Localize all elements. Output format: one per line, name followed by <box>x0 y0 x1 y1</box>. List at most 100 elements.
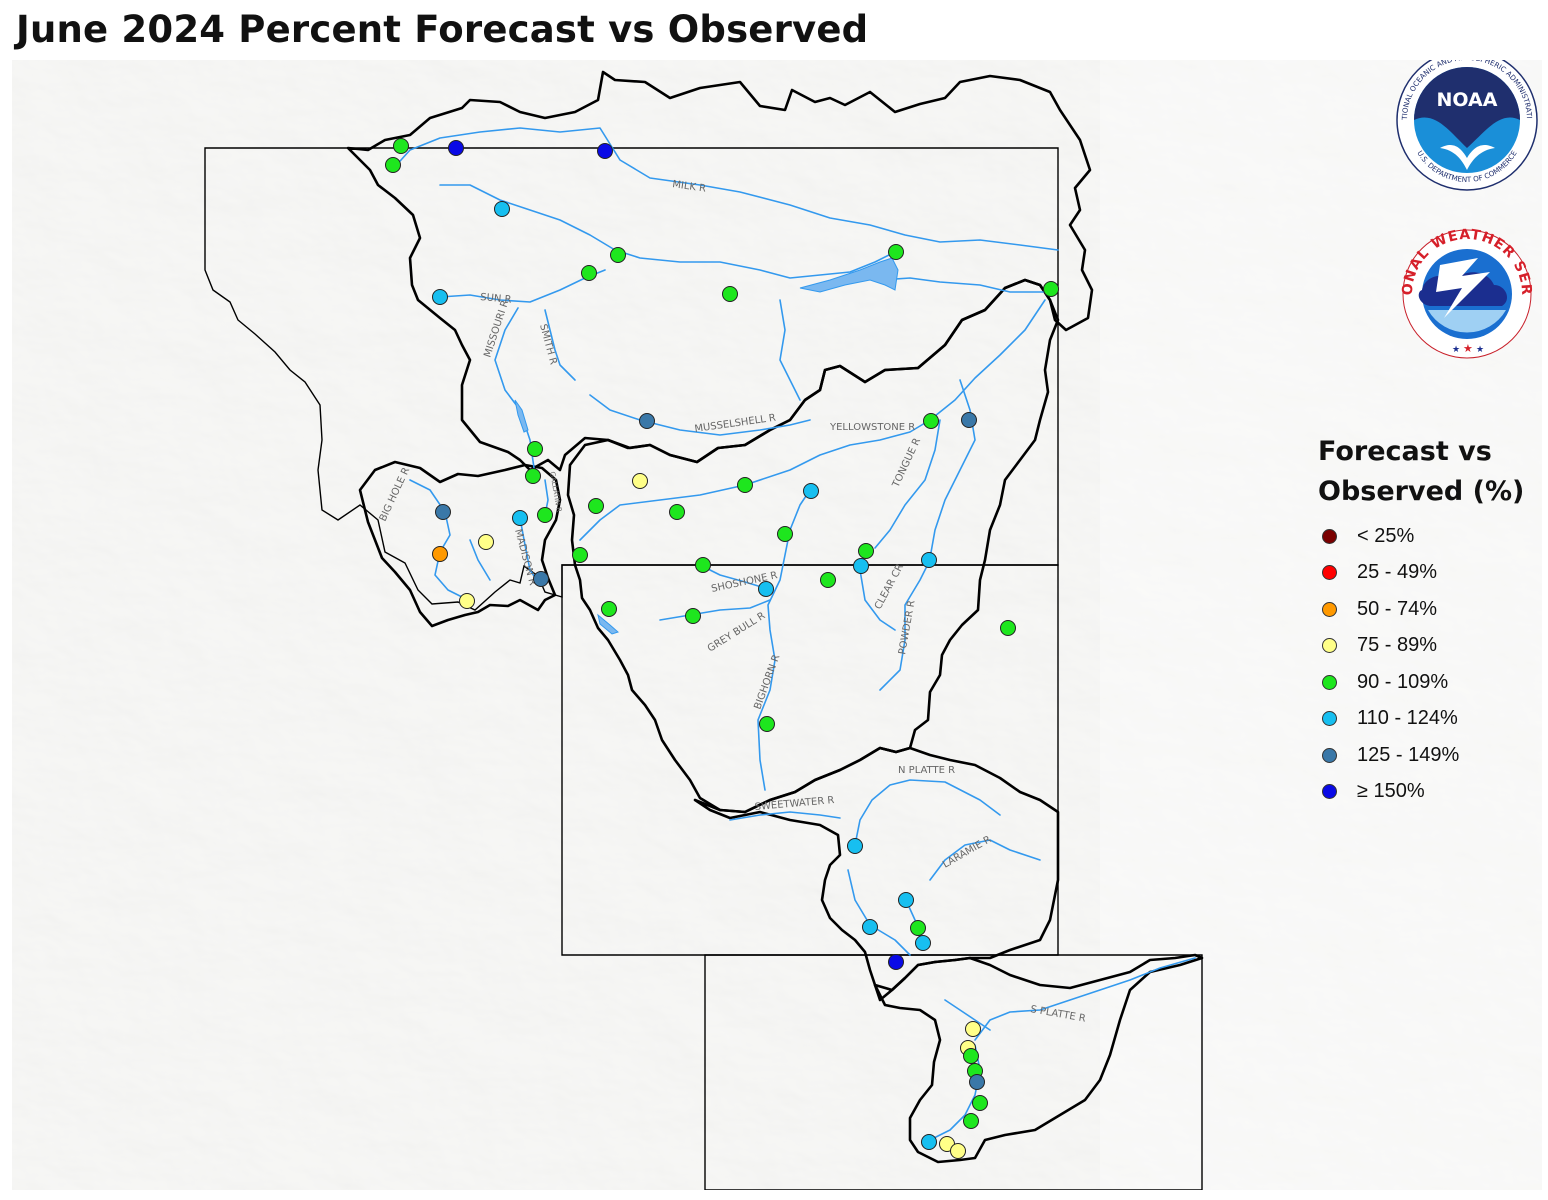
gauge-site-marker <box>432 546 448 562</box>
powder-river <box>879 559 931 691</box>
legend-label: 50 - 74% <box>1357 597 1438 620</box>
laramie-river <box>929 839 1041 881</box>
smith-river <box>544 309 576 381</box>
fort-peck-reservoir <box>799 257 899 293</box>
gauge-site-marker <box>685 608 701 624</box>
gauge-site-marker <box>963 1113 979 1129</box>
tongue-river <box>874 419 941 549</box>
svg-text:★: ★ <box>1476 345 1484 355</box>
yellowstone-basin <box>566 278 1060 814</box>
legend-swatch <box>1322 747 1337 763</box>
legend-swatch <box>1322 528 1337 544</box>
colorado-outline <box>704 954 1203 1190</box>
big-hole-basin <box>358 460 562 628</box>
beaverhead-river <box>469 539 491 581</box>
river-label-n-platte: N PLATTE R <box>898 765 955 776</box>
legend-label: 125 - 149% <box>1357 743 1460 766</box>
legend-rows: < 25% 25 - 49% 50 - 74% 75 - 89% 90 - 109% 11… <box>1318 518 1543 810</box>
s-platte-river <box>974 957 1196 1041</box>
gauge-site-marker <box>898 892 914 908</box>
gauge-site-marker <box>435 504 451 520</box>
gauge-sites <box>385 138 1059 1159</box>
gauge-site-marker <box>777 526 793 542</box>
gauge-site-marker <box>820 572 836 588</box>
gauge-site-marker <box>669 504 685 520</box>
legend-item: 90 - 109% <box>1318 664 1543 701</box>
gauge-site-marker <box>393 138 409 154</box>
basin-outlines <box>346 70 1204 1164</box>
legend-title: Forecast vs Observed (%) <box>1318 432 1543 512</box>
legend-item: 75 - 89% <box>1318 628 1543 665</box>
gauge-site-marker <box>847 838 863 854</box>
gauge-site-marker <box>572 547 588 563</box>
legend-item: 125 - 149% <box>1318 737 1543 774</box>
gauge-site-marker <box>853 558 869 574</box>
gauge-site-marker <box>963 1048 979 1064</box>
musselshell-river <box>589 394 811 436</box>
gauge-site-marker <box>950 1143 966 1159</box>
gauge-site-marker <box>639 413 655 429</box>
grey-bull-river <box>659 599 771 621</box>
gauge-site-marker <box>737 477 753 493</box>
gauge-site-marker <box>961 412 977 428</box>
n-platte-river <box>854 779 1001 846</box>
gauge-site-marker <box>632 473 648 489</box>
sweetwater-river <box>729 811 841 821</box>
river-label-yellowstone: YELLOWSTONE R <box>829 422 915 433</box>
front-range-trib <box>944 999 991 1031</box>
river-network <box>391 127 1196 1141</box>
gauge-site-marker <box>722 286 738 302</box>
bighorn-river <box>757 489 811 791</box>
clear-creek <box>859 569 896 631</box>
yellowtail-reservoir <box>597 613 619 635</box>
legend-title-line2: Observed (%) <box>1318 476 1525 507</box>
gauge-site-marker <box>695 557 711 573</box>
legend-label: 110 - 124% <box>1357 707 1458 730</box>
big-horn-lower <box>929 379 976 559</box>
legend-label: ≥ 150% <box>1357 780 1425 803</box>
gauge-site-marker <box>888 954 904 970</box>
legend-item: 25 - 49% <box>1318 555 1543 592</box>
gauge-site-marker <box>888 244 904 260</box>
map-panel: MILK R SUN R MISSOURI R SMITH R MUSSELSH… <box>12 60 1542 1190</box>
missouri-lower <box>879 277 1051 293</box>
map-title: June 2024 Percent Forecast vs Observed <box>16 8 869 51</box>
gauge-site-marker <box>478 534 494 550</box>
legend-item: 110 - 124% <box>1318 701 1543 738</box>
gauge-site-marker <box>921 1134 937 1150</box>
gauge-site-marker <box>969 1074 985 1090</box>
gauge-site-marker <box>759 716 775 732</box>
legend-label: 90 - 109% <box>1357 670 1449 693</box>
big-hole-river <box>409 479 469 601</box>
gauge-site-marker <box>459 593 475 609</box>
terrain-hillshade <box>12 60 1542 1190</box>
river-label-sun: SUN R <box>480 292 512 306</box>
gauge-site-marker <box>537 507 553 523</box>
legend-swatch <box>1322 674 1337 690</box>
legend-item: ≥ 150% <box>1318 774 1543 811</box>
gauge-site-marker <box>385 157 401 173</box>
map-canvas: MILK R SUN R MISSOURI R SMITH R MUSSELSH… <box>12 60 1542 1190</box>
legend-title-line1: Forecast vs <box>1318 436 1492 467</box>
shoshone-river <box>699 564 766 589</box>
gauge-site-marker <box>588 498 604 514</box>
gauge-site-marker <box>533 571 549 587</box>
gauge-site-marker <box>494 201 510 217</box>
river-label-milk: MILK R <box>672 179 707 195</box>
canyon-ferry-reservoir <box>514 399 529 433</box>
gauge-site-marker <box>597 143 613 159</box>
gauge-site-marker <box>923 413 939 429</box>
yellowstone-river <box>579 299 1046 541</box>
legend-swatch <box>1322 784 1337 800</box>
gauge-site-marker <box>432 289 448 305</box>
gauge-site-marker <box>915 935 931 951</box>
svg-text:★: ★ <box>1452 345 1460 355</box>
milk-river <box>391 127 1059 251</box>
musselshell-upper <box>779 299 801 401</box>
gauge-site-marker <box>525 468 541 484</box>
south-platte-basin <box>873 953 1204 1164</box>
svg-text:★: ★ <box>1463 342 1473 355</box>
legend-swatch <box>1322 565 1337 581</box>
gauge-site-marker <box>965 1021 981 1037</box>
gauge-site-marker <box>862 919 878 935</box>
